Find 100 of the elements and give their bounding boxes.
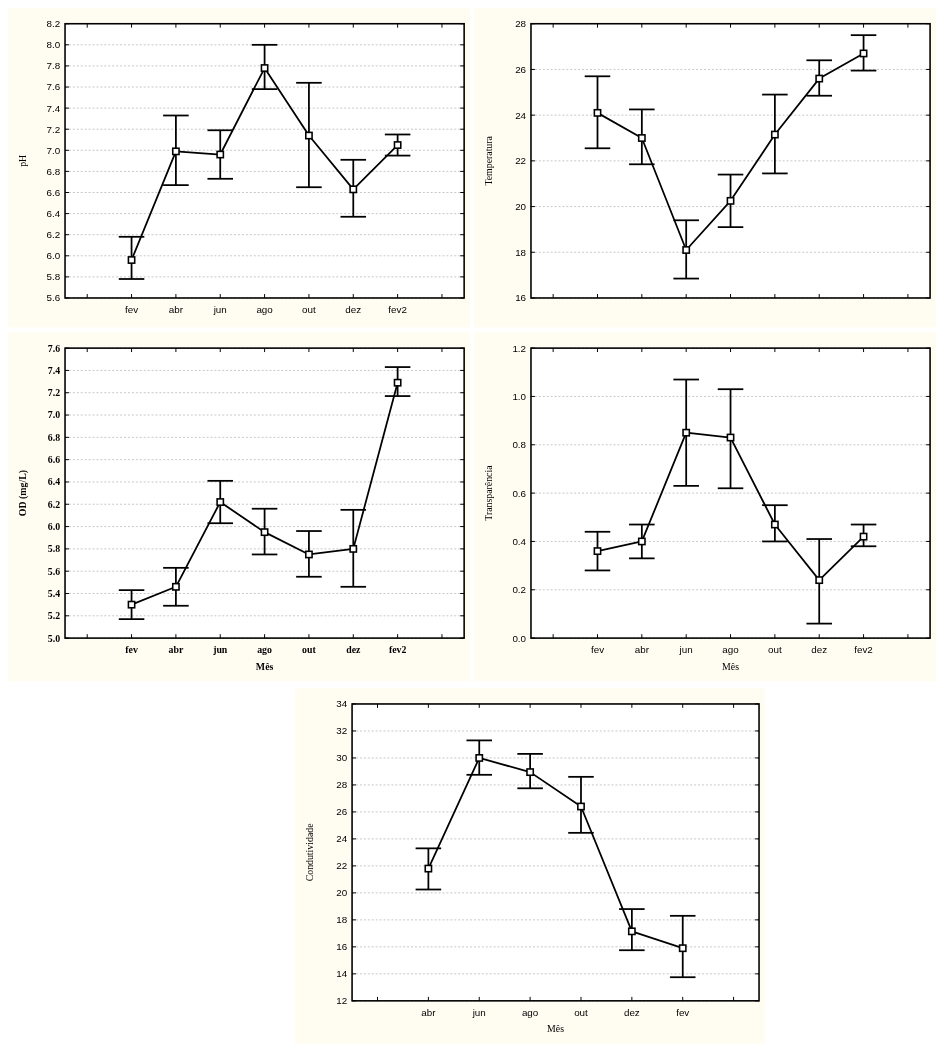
y-tick-label: 7.2 [47, 387, 61, 399]
x-tick-label: out [302, 303, 317, 315]
y-tick-label: 6.6 [47, 454, 61, 466]
x-tick-label: dez [811, 643, 828, 655]
x-tick-label: out [768, 643, 782, 655]
point [577, 802, 585, 811]
y-tick-label: 0.0 [512, 632, 527, 644]
y-tick-label: 18 [515, 246, 527, 258]
y-tick-label: 16 [336, 941, 348, 953]
y-tick-label: 14 [336, 968, 348, 980]
y-tick-label: 0.6 [512, 487, 527, 499]
y-tick-label: 6.2 [46, 229, 61, 241]
y-tick-label: 7.4 [46, 102, 61, 114]
y-tick-label: 5.4 [47, 587, 61, 599]
x-tick-label: fev [676, 1006, 690, 1018]
y-tick-label: 24 [515, 109, 527, 121]
x-tick-label: dez [623, 1006, 640, 1018]
point [393, 378, 402, 387]
x-axis-title: Mês [255, 660, 274, 672]
x-tick-label: ago [722, 643, 740, 655]
y-tick-label: 0.2 [512, 584, 527, 596]
x-tick-label: abr [634, 643, 650, 655]
y-tick-label: 6.4 [46, 208, 61, 220]
y-axis-title: Transparência [482, 464, 494, 521]
point [526, 768, 535, 777]
x-tick-label: ago [256, 303, 274, 315]
x-tick-label: fev2 [388, 643, 407, 655]
point [349, 185, 358, 194]
point [678, 944, 687, 953]
point [171, 147, 180, 156]
x-tick-label: fev2 [854, 643, 873, 655]
point [260, 64, 269, 72]
y-tick-label: 5.6 [46, 292, 61, 304]
y-tick-label: 34 [336, 698, 348, 710]
y-tick-label: 5.8 [46, 271, 61, 283]
x-tick-label: jun [212, 643, 228, 655]
x-tick-label: ago [521, 1006, 539, 1018]
y-tick-label: 7.8 [46, 60, 61, 72]
point [127, 600, 136, 609]
x-tick-label: jun [471, 1006, 486, 1018]
point [393, 141, 402, 149]
x-tick-label: ago [257, 643, 273, 655]
point [349, 544, 358, 553]
y-tick-label: 6.4 [47, 476, 61, 488]
x-tick-label: abr [168, 303, 184, 315]
y-tick-label: 18 [336, 914, 348, 926]
y-tick-label: 1.2 [512, 342, 527, 354]
x-tick-label: fev [590, 643, 605, 655]
y-tick-label: 22 [515, 155, 527, 167]
point [475, 754, 484, 762]
point [637, 537, 646, 546]
y-axis-title: Condutividade [303, 822, 315, 882]
point [260, 528, 269, 537]
y-tick-label: 28 [336, 779, 348, 791]
y-tick-label: 26 [515, 63, 527, 75]
y-tick-label: 7.0 [47, 409, 61, 421]
point [859, 532, 868, 541]
point [637, 134, 646, 142]
x-tick-label: out [302, 643, 317, 655]
point [171, 582, 180, 591]
point [726, 196, 735, 205]
x-tick-label: fev [125, 643, 138, 655]
y-axis-title: OD (mg/L) [16, 470, 29, 517]
point [682, 246, 691, 254]
x-tick-label: dez [345, 303, 362, 315]
y-tick-label: 7.0 [46, 144, 61, 156]
point [593, 108, 602, 117]
x-tick-label: fev [124, 303, 139, 315]
point [216, 498, 225, 506]
point [424, 864, 433, 873]
y-tick-label: 6.0 [46, 250, 61, 262]
y-tick-label: 16 [515, 292, 527, 304]
y-tick-label: 5.2 [47, 610, 61, 622]
point [682, 428, 691, 437]
y-tick-label: 7.6 [46, 81, 61, 93]
point [593, 547, 602, 556]
point [815, 74, 824, 83]
y-tick-label: 32 [336, 725, 348, 737]
y-tick-label: 0.8 [512, 439, 527, 451]
y-tick-label: 12 [336, 995, 348, 1007]
x-tick-label: jun [212, 303, 227, 315]
x-tick-label: fev2 [388, 303, 407, 315]
y-tick-label: 8.2 [46, 18, 61, 30]
y-tick-label: 24 [336, 833, 348, 845]
y-tick-label: 6.0 [47, 521, 61, 533]
x-tick-label: abr [421, 1006, 437, 1018]
x-tick-label: abr [168, 643, 184, 655]
y-tick-label: 20 [515, 201, 527, 213]
point [627, 927, 636, 936]
y-tick-label: 7.6 [47, 342, 61, 354]
point [305, 550, 313, 559]
y-axis-title: Temperatura [482, 135, 494, 186]
point [770, 520, 779, 529]
y-tick-label: 6.8 [47, 431, 61, 443]
point [216, 150, 225, 159]
y-tick-label: 26 [336, 806, 348, 818]
y-tick-label: 20 [336, 887, 348, 899]
x-tick-label: jun [678, 643, 693, 655]
y-tick-label: 1.0 [512, 390, 527, 402]
y-axis-title: pH [16, 154, 28, 167]
